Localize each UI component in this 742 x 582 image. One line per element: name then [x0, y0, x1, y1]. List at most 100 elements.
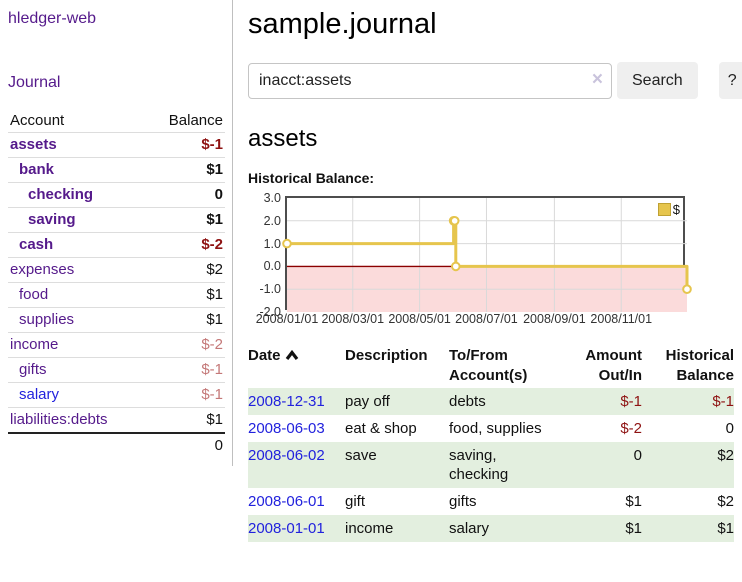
transaction-balance: $-1: [712, 393, 734, 410]
transaction-row: 2008-06-02 save saving, checking 0 $2: [248, 442, 734, 488]
y-axis-tick-label: 3.0: [263, 191, 281, 205]
sidebar: hledger-web Journal Account Balance asse…: [0, 0, 233, 466]
transaction-balance: $1: [717, 520, 734, 537]
y-axis-tick-label: 1.0: [263, 236, 281, 251]
account-link-food[interactable]: food: [19, 286, 49, 303]
account-balance: 0: [214, 186, 223, 203]
account-row: checking 0: [8, 182, 225, 208]
balance-chart: $ 3.0 2.0 1.0 0.0 -1.0 -2.0 2008/01/01 2008/03…: [256, 191, 692, 328]
account-link-liabilities-debts[interactable]: liabilities:debts: [10, 411, 108, 428]
register-header-label: Historical Balance: [665, 347, 734, 384]
main-content: sample.journal × Search ? assets Histori…: [233, 0, 742, 542]
register-header-label[interactable]: Date: [248, 347, 281, 364]
legend-label: $: [672, 202, 680, 217]
register-header: Historical Balance: [642, 344, 734, 388]
account-row: food $1: [8, 282, 225, 308]
search-box: ×: [248, 62, 612, 99]
account-link-supplies[interactable]: supplies: [19, 311, 75, 328]
brand-link[interactable]: hledger-web: [8, 10, 97, 27]
account-balance: $-1: [201, 386, 223, 403]
x-axis-tick-label: 2008/03/01: [321, 312, 385, 326]
chart-title: Historical Balance:: [248, 170, 375, 186]
x-axis-tick-label: 2008/05/01: [388, 312, 451, 326]
account-balance: $-2: [201, 236, 223, 253]
account-link-saving[interactable]: saving: [28, 211, 76, 228]
account-row: supplies $1: [8, 307, 225, 333]
app-layout: hledger-web Journal Account Balance asse…: [0, 0, 742, 542]
register-header: To/From Account(s): [449, 344, 564, 388]
account-balance: $1: [206, 411, 223, 428]
transaction-balance: 0: [725, 420, 734, 437]
transaction-accounts: saving, checking: [449, 447, 509, 483]
transaction-amount: $-1: [620, 393, 642, 410]
account-row: cash $-2: [8, 232, 225, 258]
register-header-label: Description: [345, 347, 428, 364]
y-axis-tick-label: -1.0: [259, 282, 281, 297]
transaction-date-link[interactable]: 2008-12-31: [248, 393, 325, 410]
x-axis-tick-label: 2008/11/01: [590, 312, 653, 326]
account-link-bank[interactable]: bank: [19, 161, 55, 178]
account-row: bank $1: [8, 157, 225, 183]
chart-plot-area: $ 3.0 2.0 1.0 0.0 -1.0 -2.0: [259, 191, 692, 319]
account-title: assets: [248, 125, 318, 152]
register-header-label: To/From Account(s): [449, 347, 528, 384]
search-input[interactable]: [248, 62, 612, 99]
account-row: liabilities:debts $1: [8, 407, 225, 433]
account-link-income[interactable]: income: [10, 336, 59, 353]
search-button[interactable]: Search: [617, 62, 698, 99]
transaction-amount: 0: [633, 447, 642, 464]
transaction-date-link[interactable]: 2008-06-02: [248, 447, 325, 464]
x-axis-tick-label: 2008/07/01: [455, 312, 518, 326]
accounts-table: Account Balance assets $-1 bank $1 checking 0…: [8, 109, 225, 458]
account-link-assets[interactable]: assets: [10, 136, 57, 153]
page-title: sample.journal: [248, 8, 437, 40]
transaction-date-link[interactable]: 2008-01-01: [248, 520, 325, 537]
transaction-accounts: debts: [449, 393, 486, 410]
register-header: Description: [345, 344, 449, 388]
account-link-gifts[interactable]: gifts: [19, 361, 47, 378]
account-balance: $-2: [201, 336, 223, 353]
sidebar-item-journal[interactable]: Journal: [8, 74, 61, 91]
transaction-accounts: food, supplies: [449, 420, 542, 437]
transaction-date-link[interactable]: 2008-06-03: [248, 420, 325, 437]
x-axis-tick-label: 2008/09/01: [523, 312, 586, 326]
transaction-balance: $2: [717, 493, 734, 510]
transaction-date-link[interactable]: 2008-06-01: [248, 493, 325, 510]
account-balance: $-1: [201, 136, 223, 153]
account-link-salary[interactable]: salary: [19, 386, 60, 403]
register-header: Amount Out/In: [564, 344, 642, 388]
sort-by-date-header[interactable]: Date: [248, 344, 345, 388]
transaction-description: save: [345, 447, 377, 464]
account-balance: $1: [206, 286, 223, 303]
account-link-checking[interactable]: checking: [28, 186, 94, 203]
chart-canvas: [282, 198, 692, 312]
account-row: income $-2: [8, 332, 225, 358]
register-table: Date Description To/From Account(s) Amount …: [248, 344, 734, 542]
transaction-description: pay off: [345, 393, 390, 410]
account-balance: $-1: [201, 361, 223, 378]
account-balance: $1: [206, 211, 223, 228]
account-balance: $2: [206, 261, 223, 278]
account-link-cash[interactable]: cash: [19, 236, 54, 253]
account-row: saving $1: [8, 207, 225, 233]
accounts-total-row: 0: [8, 432, 225, 458]
x-axis-tick-label: 2008/01/01: [255, 312, 319, 326]
account-balance: $1: [206, 161, 223, 178]
transaction-row: 2008-06-01 gift gifts $1 $2: [248, 488, 734, 515]
legend-swatch: [657, 203, 671, 216]
transaction-accounts: salary: [449, 520, 490, 537]
y-axis-tick-label: 2.0: [263, 213, 281, 228]
account-link-expenses[interactable]: expenses: [10, 261, 75, 278]
transaction-description: gift: [345, 493, 366, 510]
transaction-amount: $1: [625, 520, 642, 537]
accounts-header-balance: Balance: [168, 112, 223, 129]
help-button[interactable]: ?: [718, 62, 742, 99]
transaction-amount: $-2: [620, 420, 642, 437]
chart-x-axis-labels: 2008/01/01 2008/03/01 2008/05/01 2008/07/01…: [256, 312, 687, 328]
chart-legend: $: [657, 202, 680, 217]
transaction-amount: $1: [625, 493, 642, 510]
clear-search-icon[interactable]: ×: [591, 68, 603, 90]
accounts-header-account: Account: [10, 112, 65, 129]
account-row: salary $-1: [8, 382, 225, 408]
account-row: gifts $-1: [8, 357, 225, 383]
